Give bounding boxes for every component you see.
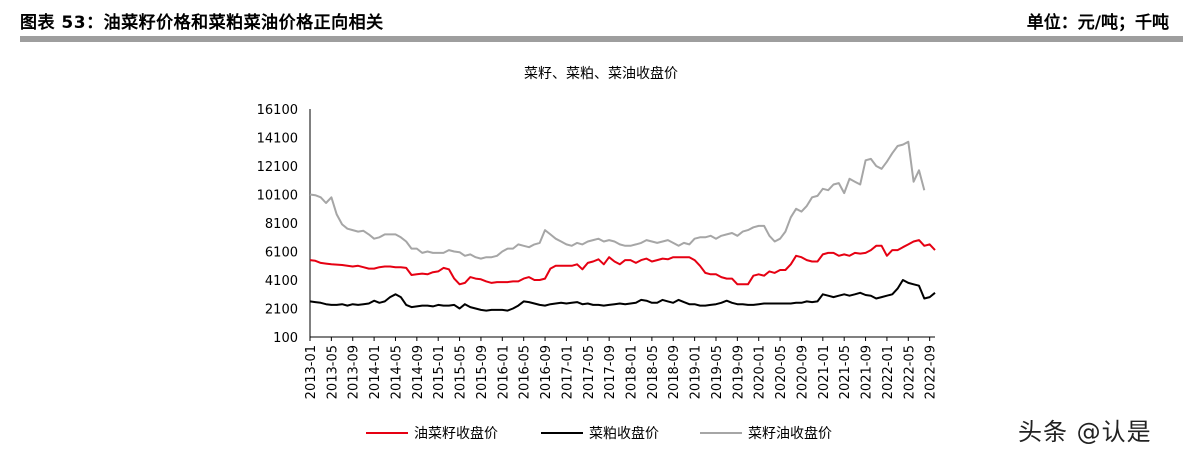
- unit-label: 单位：元/吨；千吨: [1026, 13, 1169, 33]
- x-tick-label: 2014-05: [389, 345, 404, 399]
- x-tick-label: 2021-09: [860, 345, 875, 399]
- x-tick-label: 2019-01: [689, 345, 704, 399]
- x-tick-label: 2020-01: [753, 345, 768, 399]
- x-tick-label: 2014-09: [411, 345, 426, 399]
- y-tick-label: 6100: [265, 246, 298, 261]
- figure-title: 图表 53：油菜籽价格和菜粕菜油价格正向相关: [20, 13, 384, 33]
- x-tick-label: 2015-05: [454, 345, 469, 399]
- figure-header: 图表 53：油菜籽价格和菜粕菜油价格正向相关 单位：元/吨；千吨: [20, 0, 1183, 42]
- y-tick-label: 10100: [257, 189, 298, 204]
- x-tick-label: 2016-05: [518, 345, 533, 399]
- x-tick-label: 2019-09: [731, 345, 746, 399]
- x-tick-label: 2021-01: [817, 345, 832, 399]
- legend-label-0: 油菜籽收盘价: [414, 425, 498, 442]
- x-tick-label: 2013-09: [347, 345, 362, 399]
- x-tick-label: 2013-05: [325, 345, 340, 399]
- y-tick-label: 14100: [257, 132, 298, 147]
- x-tick-label: 2022-09: [924, 345, 939, 399]
- x-tick-label: 2018-05: [646, 345, 661, 399]
- legend: 油菜籽收盘价 菜粕收盘价 菜籽油收盘价: [366, 425, 832, 442]
- series-line-0: [309, 239, 936, 286]
- y-tick-label: 12100: [257, 160, 298, 175]
- x-tick-label: 2013-01: [304, 345, 319, 399]
- watermark: 头条 @认是: [1018, 418, 1152, 446]
- y-tick-label: 2100: [265, 303, 298, 318]
- x-tick-label: 2015-09: [475, 345, 490, 399]
- x-tick-label: 2014-01: [368, 345, 383, 399]
- x-tick-label: 2021-05: [838, 345, 853, 399]
- y-tick-label: 16100: [257, 103, 298, 118]
- x-tick-label: 2022-05: [902, 345, 917, 399]
- x-tick-label: 2020-09: [795, 345, 810, 399]
- header-divider: [20, 36, 1183, 42]
- x-tick-label: 2018-09: [667, 345, 682, 399]
- series-line-2: [309, 140, 926, 260]
- legend-label-1: 菜粕收盘价: [589, 425, 659, 442]
- series-layer: [309, 140, 936, 312]
- x-tick-label: 2017-09: [603, 345, 618, 399]
- x-tick-label: 2017-05: [582, 345, 597, 399]
- x-tick-label: 2022-01: [881, 345, 896, 399]
- series-line-1: [309, 279, 936, 312]
- x-tick-label: 2016-01: [496, 345, 511, 399]
- y-tick-label: 4100: [265, 274, 298, 289]
- x-tick-label: 2018-01: [625, 345, 640, 399]
- y-tick-label: 100: [273, 331, 298, 346]
- x-tick-label: 2017-01: [560, 345, 575, 399]
- x-tick-label: 2020-05: [774, 345, 789, 399]
- y-axis: 100 2100 4100 6100 8100 10100 12100 14100 16100: [257, 103, 311, 346]
- x-tick-label: 2015-01: [432, 345, 447, 399]
- x-tick-label: 2019-05: [710, 345, 725, 399]
- x-tick-label: 2016-09: [539, 345, 554, 399]
- x-axis: 2013-01 2013-05 2013-09 2014-01 2014-05 2014-…: [304, 336, 939, 399]
- chart-title: 菜籽、菜粕、菜油收盘价: [524, 65, 678, 82]
- y-tick-label: 8100: [265, 217, 298, 232]
- legend-label-2: 菜籽油收盘价: [748, 425, 832, 442]
